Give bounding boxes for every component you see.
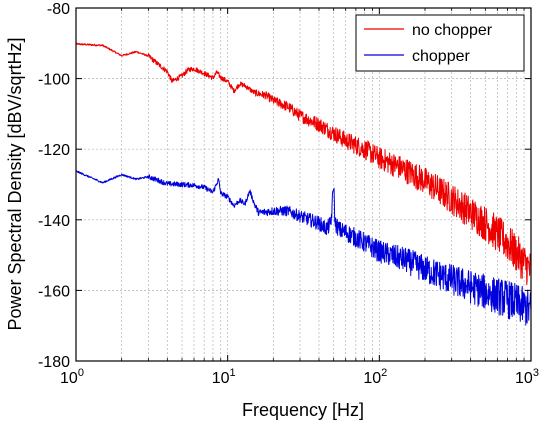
x-tick-label-base: 10 (60, 370, 78, 387)
y-tick-label: -180 (38, 354, 70, 371)
y-axis-label: Power Spectral Density [dBV/sqrtHz] (5, 37, 25, 330)
legend: no chopper chopper (355, 14, 525, 72)
x-tick-label-exponent: 2 (381, 367, 387, 379)
y-tick-label: -120 (38, 142, 70, 159)
legend-label: no chopper (412, 22, 493, 39)
x-tick-label-exponent: 1 (230, 367, 236, 379)
x-tick-label: 102 (363, 367, 387, 387)
y-tick-label: -160 (38, 283, 70, 300)
x-tick-label: 100 (60, 367, 84, 387)
y-tick-label: -80 (47, 1, 70, 18)
x-tick-label-exponent: 3 (533, 367, 539, 379)
x-tick-label-base: 10 (212, 370, 230, 387)
series-line-no-chopper (75, 42, 532, 286)
x-axis-label: Frequency [Hz] (242, 400, 364, 420)
series-layer (75, 42, 532, 326)
y-tick-label: -140 (38, 213, 70, 230)
legend-box (355, 14, 525, 72)
y-tick-label: -100 (38, 72, 70, 89)
x-tick-label: 101 (212, 367, 236, 387)
x-tick-label-base: 10 (515, 370, 533, 387)
x-tick-label-exponent: 0 (78, 367, 84, 379)
x-tick-label: 103 (515, 367, 539, 387)
plot-frame (75, 7, 532, 362)
x-tick-label-base: 10 (363, 370, 381, 387)
series-line-chopper (75, 170, 532, 326)
ticks-layer: 100 101 102 103-80-100-120-140-160-180 (38, 1, 539, 387)
legend-label: chopper (412, 48, 470, 65)
